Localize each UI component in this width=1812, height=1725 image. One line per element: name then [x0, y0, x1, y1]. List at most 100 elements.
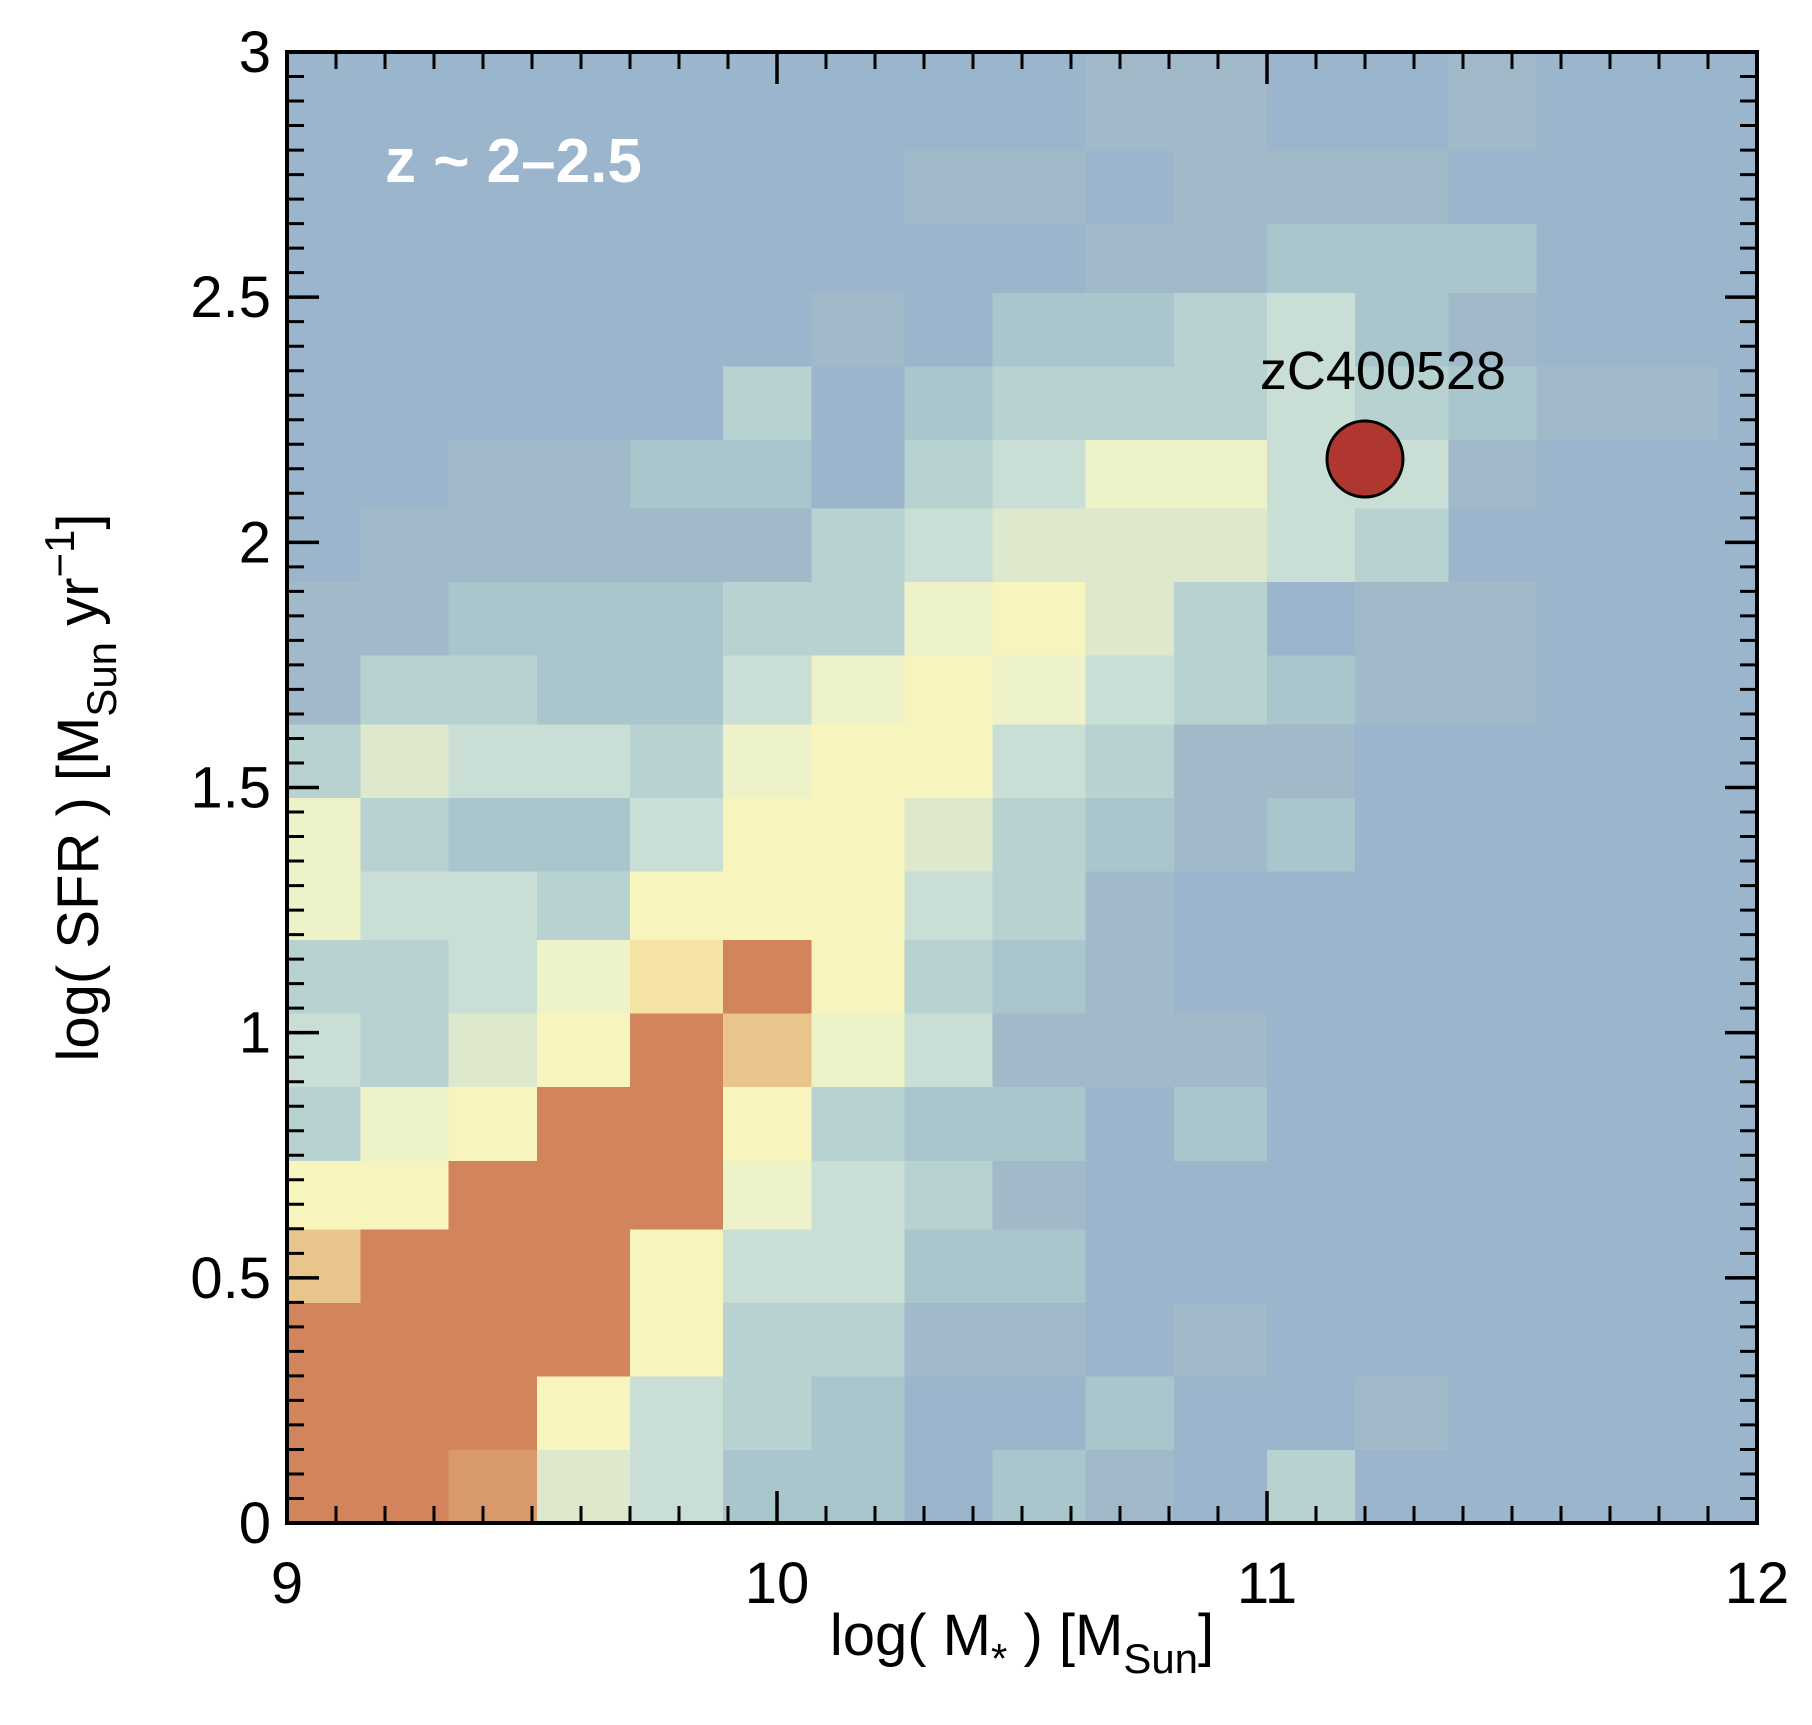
heatmap-cell — [1085, 1228, 1175, 1303]
heatmap-cell — [287, 150, 362, 225]
heatmap-cell — [1355, 723, 1449, 798]
heatmap-cell — [360, 1302, 450, 1377]
heatmap-cell — [1173, 1449, 1268, 1524]
heatmap-cell — [1173, 939, 1268, 1014]
heatmap-cell — [287, 223, 362, 293]
heatmap-cell — [536, 1302, 631, 1377]
heatmap-cell — [992, 1013, 1087, 1088]
heatmap-cell — [1173, 723, 1268, 798]
heatmap-cell — [630, 655, 724, 725]
heatmap-cell — [1536, 439, 1631, 509]
heatmap-cell — [1085, 797, 1175, 872]
heatmap-cell — [904, 150, 994, 225]
heatmap-cell — [287, 581, 362, 656]
heatmap-cell — [1717, 1375, 1758, 1451]
heatmap-cell — [287, 1375, 362, 1451]
heatmap-cell — [287, 1449, 362, 1524]
heatmap-cell — [536, 439, 631, 509]
heatmap-cell — [1717, 439, 1758, 509]
heatmap-cell — [811, 939, 905, 1014]
heatmap-cell — [811, 439, 905, 509]
heatmap-cell — [811, 365, 905, 440]
heatmap-cell — [1629, 870, 1719, 941]
heatmap-cell — [723, 1375, 812, 1451]
heatmap-cell — [1629, 1160, 1719, 1230]
heatmap-cell — [630, 150, 724, 225]
heatmap-cell — [287, 439, 362, 509]
heatmap-cell — [630, 1013, 724, 1088]
heatmap-cell — [904, 1449, 994, 1524]
heatmap-cell — [811, 76, 905, 151]
heatmap-cell — [1536, 1160, 1631, 1230]
heatmap-cell — [1448, 1228, 1538, 1303]
heatmap-cell — [1173, 655, 1268, 725]
heatmap-cell — [448, 1160, 538, 1230]
heatmap-cell — [630, 1228, 724, 1303]
heatmap-cell — [360, 508, 450, 583]
heatmap-cell — [448, 1228, 538, 1303]
heatmap-cell — [811, 1013, 905, 1088]
heatmap-cell — [992, 292, 1087, 367]
heatmap-cell — [1085, 1086, 1175, 1161]
heatmap-cell — [811, 1160, 905, 1230]
heatmap-cell — [904, 1086, 994, 1161]
heatmap-cell — [904, 292, 994, 367]
heatmap-cell — [904, 723, 994, 798]
heatmap-cell — [536, 723, 631, 798]
heatmap-cell — [287, 723, 362, 798]
heatmap-cell — [360, 870, 450, 941]
y-axis-label: log( SFR ) [MSun yr−1] — [36, 514, 125, 1062]
heatmap-cell — [723, 1160, 812, 1230]
heatmap-cell — [904, 1375, 994, 1451]
heatmap-cell — [723, 655, 812, 725]
heatmap-cell — [1085, 365, 1175, 440]
heatmap-cell — [723, 581, 812, 656]
heatmap-cell — [287, 508, 362, 583]
heatmap-cell — [630, 1375, 724, 1451]
heatmap-cell — [1536, 365, 1631, 440]
heatmap-cell — [723, 797, 812, 872]
heatmap-cell — [1355, 1086, 1449, 1161]
heatmap-cell — [1448, 508, 1538, 583]
heatmap-cell — [1629, 939, 1719, 1014]
heatmap-cell — [287, 76, 362, 151]
heatmap-cell — [904, 655, 994, 725]
heatmap-cell — [1267, 797, 1356, 872]
heatmap-cell — [1355, 52, 1449, 78]
heatmap-cell — [1085, 292, 1175, 367]
heatmap-cell — [1629, 439, 1719, 509]
heatmap-cell — [448, 365, 538, 440]
heatmap-cell — [1085, 150, 1175, 225]
heatmap-cell — [1629, 223, 1719, 293]
heatmap-cell — [723, 1302, 812, 1377]
heatmap-cell — [630, 1160, 724, 1230]
heatmap-cell — [1629, 1228, 1719, 1303]
heatmap-cell — [630, 1302, 724, 1377]
heatmap-cell — [904, 508, 994, 583]
heatmap-cell — [287, 797, 362, 872]
heatmap-cell — [630, 76, 724, 151]
heatmap-cell — [1448, 1086, 1538, 1161]
heatmap-cell — [1267, 292, 1356, 367]
heatmap-cell — [1355, 1302, 1449, 1377]
heatmap-cell — [1267, 223, 1356, 293]
heatmap-cell — [1717, 76, 1758, 151]
heatmap-cell — [723, 870, 812, 941]
heatmap-cell — [536, 76, 631, 151]
heatmap-cell — [287, 1086, 362, 1161]
heatmap-cell — [448, 52, 538, 78]
heatmap-cell — [536, 292, 631, 367]
heatmap-cell — [1267, 581, 1356, 656]
heatmap-cell — [630, 870, 724, 941]
heatmap-cell — [811, 1086, 905, 1161]
heatmap-cell — [1355, 508, 1449, 583]
heatmap-cell — [1717, 797, 1758, 872]
heatmap-cell — [1448, 292, 1538, 367]
heatmap-cell — [1536, 870, 1631, 941]
heatmap-cell — [811, 508, 905, 583]
heatmap-cell — [1629, 365, 1719, 440]
heatmap-cell — [1267, 150, 1356, 225]
heatmap-cell — [287, 1302, 362, 1377]
annotation: z ~ 2–2.5 — [385, 127, 642, 196]
heatmap-cell — [992, 76, 1087, 151]
